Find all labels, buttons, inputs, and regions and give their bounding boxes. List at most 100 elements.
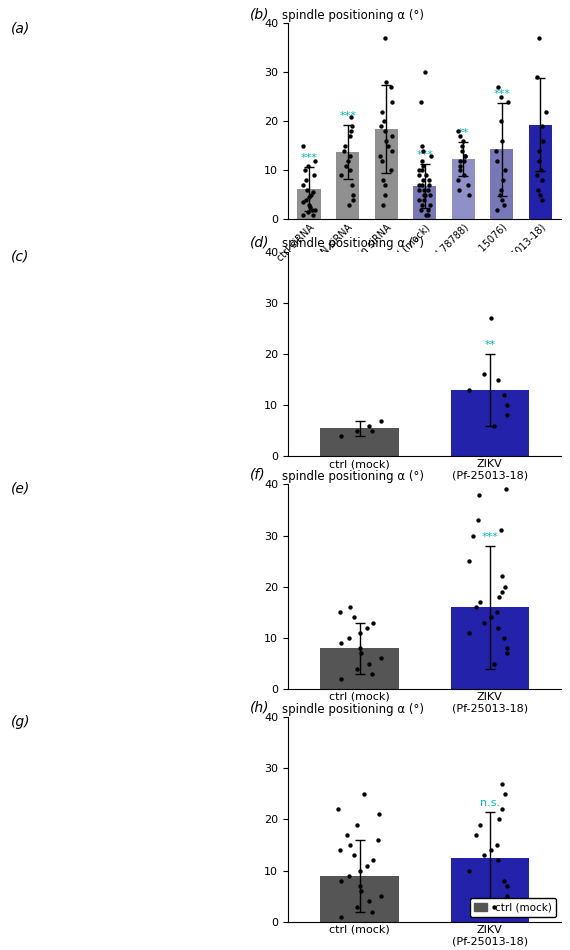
Point bbox=[353, 817, 362, 832]
Point bbox=[424, 202, 433, 218]
Point bbox=[308, 207, 317, 222]
Point bbox=[417, 162, 426, 178]
Text: (e): (e) bbox=[11, 482, 30, 496]
Bar bbox=[374, 129, 398, 219]
Point bbox=[373, 832, 382, 847]
Point bbox=[496, 114, 506, 129]
Point bbox=[480, 367, 489, 382]
Point bbox=[419, 143, 428, 159]
Point bbox=[345, 599, 355, 615]
Bar bbox=[451, 159, 475, 219]
Point bbox=[376, 651, 385, 666]
Point bbox=[471, 827, 481, 843]
Point bbox=[298, 139, 307, 154]
Point bbox=[492, 838, 502, 853]
Point bbox=[349, 610, 359, 625]
Point bbox=[489, 656, 498, 671]
Point bbox=[365, 894, 374, 909]
Point bbox=[495, 187, 504, 202]
Text: spindle positioning α (°): spindle positioning α (°) bbox=[282, 10, 425, 22]
Point bbox=[538, 173, 547, 188]
Point bbox=[336, 636, 345, 651]
Point bbox=[343, 153, 352, 168]
Text: spindle positioning α (°): spindle positioning α (°) bbox=[282, 703, 425, 716]
Point bbox=[357, 646, 366, 661]
Text: (b): (b) bbox=[250, 8, 269, 22]
Point bbox=[498, 584, 507, 599]
Point bbox=[381, 187, 390, 202]
Point bbox=[463, 178, 473, 193]
Point bbox=[381, 133, 390, 148]
Point bbox=[352, 423, 361, 438]
Point bbox=[368, 853, 377, 868]
Point bbox=[414, 182, 424, 198]
Point bbox=[376, 413, 385, 428]
Point bbox=[455, 153, 464, 168]
Point bbox=[465, 863, 474, 878]
Point bbox=[464, 187, 473, 202]
Point bbox=[346, 128, 355, 143]
Point bbox=[501, 787, 510, 802]
Point bbox=[474, 487, 483, 503]
Point bbox=[310, 168, 319, 183]
Point bbox=[304, 190, 314, 205]
Point bbox=[378, 173, 388, 188]
Point bbox=[384, 139, 393, 154]
Point bbox=[345, 148, 354, 163]
Point bbox=[349, 847, 359, 863]
Point bbox=[486, 311, 495, 326]
Point bbox=[424, 182, 433, 198]
Point bbox=[355, 640, 364, 656]
Point bbox=[480, 847, 489, 863]
Point bbox=[363, 858, 372, 873]
Point bbox=[471, 599, 481, 615]
Point bbox=[454, 182, 463, 198]
Point bbox=[538, 119, 547, 134]
Point bbox=[503, 94, 512, 109]
Point bbox=[501, 580, 510, 595]
Point bbox=[367, 666, 376, 681]
Point bbox=[378, 198, 388, 213]
Point bbox=[355, 863, 364, 878]
Point bbox=[380, 114, 389, 129]
Point bbox=[489, 418, 498, 433]
Point bbox=[374, 807, 383, 822]
Text: ***: *** bbox=[493, 89, 510, 99]
Point bbox=[345, 868, 354, 884]
Text: ***: *** bbox=[339, 111, 356, 121]
Point bbox=[336, 605, 345, 620]
Point bbox=[465, 554, 474, 569]
Text: **: ** bbox=[458, 127, 469, 138]
Point bbox=[348, 187, 357, 202]
Point bbox=[417, 202, 426, 218]
Point bbox=[538, 192, 547, 207]
Point bbox=[420, 65, 429, 80]
Point bbox=[345, 838, 355, 853]
Point bbox=[305, 200, 314, 215]
Point bbox=[492, 202, 501, 218]
Point bbox=[355, 879, 364, 894]
Text: ***: *** bbox=[300, 153, 317, 163]
Point bbox=[426, 148, 435, 163]
Point bbox=[339, 143, 348, 159]
Point bbox=[458, 133, 467, 148]
Point bbox=[334, 802, 343, 817]
Point bbox=[536, 162, 545, 178]
Point bbox=[352, 899, 361, 914]
Point bbox=[299, 207, 308, 222]
Point bbox=[494, 620, 503, 636]
Point bbox=[365, 418, 374, 433]
Point bbox=[459, 153, 469, 168]
Point bbox=[499, 873, 508, 888]
Point bbox=[461, 148, 470, 163]
Point bbox=[503, 398, 512, 413]
Point bbox=[498, 802, 507, 817]
Point bbox=[461, 148, 470, 163]
Point bbox=[424, 207, 433, 222]
Point bbox=[336, 672, 345, 687]
Bar bbox=[320, 876, 398, 922]
Bar bbox=[320, 648, 398, 689]
Point bbox=[380, 30, 389, 46]
Point bbox=[501, 482, 510, 497]
Bar bbox=[413, 186, 436, 219]
